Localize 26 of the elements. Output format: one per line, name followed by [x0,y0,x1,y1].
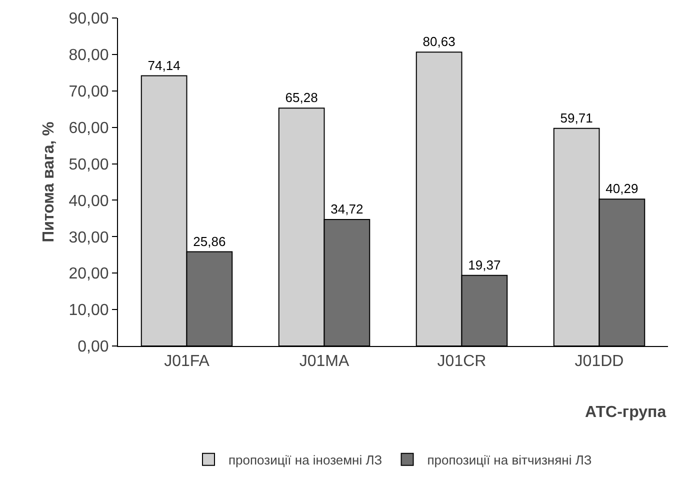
x-tick-label: J01MA [299,353,350,370]
legend-label: пропозиції на вітчизняні ЛЗ [427,452,592,468]
y-tick-label: 50,00 [68,156,109,174]
y-tick-label: 10,00 [68,302,109,320]
y-axis-title: Питома вага, % [40,122,58,242]
x-axis-title: АТС-група [585,404,666,421]
y-tick-label: 0,00 [78,338,109,356]
y-tick-label: 40,00 [68,192,109,210]
data-label: 34,72 [330,201,364,216]
y-tick-label: 20,00 [68,266,109,283]
x-tick-label: J01FA [164,353,210,370]
y-tick-label: 60,00 [68,120,109,137]
data-label: 19,37 [468,257,501,272]
legend-label: пропозиції на іноземні ЛЗ [228,452,382,468]
data-label: 80,63 [422,34,456,50]
y-tick-label: 70,00 [68,83,109,100]
data-label: 25,86 [193,234,226,249]
data-label: 74,14 [148,58,180,73]
y-tick-label: 80,00 [68,47,109,64]
x-tick-label: J01DD [574,353,624,370]
data-label: 65,28 [285,90,318,106]
y-tick-label: 90,00 [68,10,109,28]
y-tick-label: 30,00 [68,229,109,246]
x-tick-label: J01CR [437,353,486,370]
data-label: 40,29 [606,181,638,196]
data-label: 59,71 [560,110,593,126]
